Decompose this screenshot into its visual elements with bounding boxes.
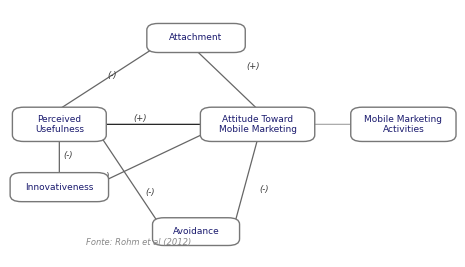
FancyBboxPatch shape: [351, 107, 456, 142]
Text: Attachment: Attachment: [169, 33, 223, 42]
Text: (-): (-): [259, 185, 269, 194]
Text: Innovativeness: Innovativeness: [25, 183, 93, 192]
Text: (+): (+): [246, 62, 260, 71]
Text: (-): (-): [107, 72, 117, 80]
FancyBboxPatch shape: [153, 218, 239, 245]
Text: Attitude Toward
Mobile Marketing: Attitude Toward Mobile Marketing: [219, 115, 297, 134]
Text: (+): (+): [134, 114, 147, 123]
FancyBboxPatch shape: [13, 107, 106, 142]
Text: Avoidance: Avoidance: [173, 227, 219, 236]
FancyBboxPatch shape: [10, 173, 108, 202]
Text: Mobile Marketing
Activities: Mobile Marketing Activities: [365, 115, 442, 134]
Text: (+): (+): [96, 172, 109, 181]
Text: Perceived
Usefulness: Perceived Usefulness: [35, 115, 84, 134]
Text: (-): (-): [64, 151, 73, 160]
Text: Fonte: Rohm et al (2012): Fonte: Rohm et al (2012): [86, 238, 192, 247]
FancyBboxPatch shape: [200, 107, 315, 142]
FancyBboxPatch shape: [147, 23, 245, 53]
Text: (-): (-): [146, 188, 155, 197]
